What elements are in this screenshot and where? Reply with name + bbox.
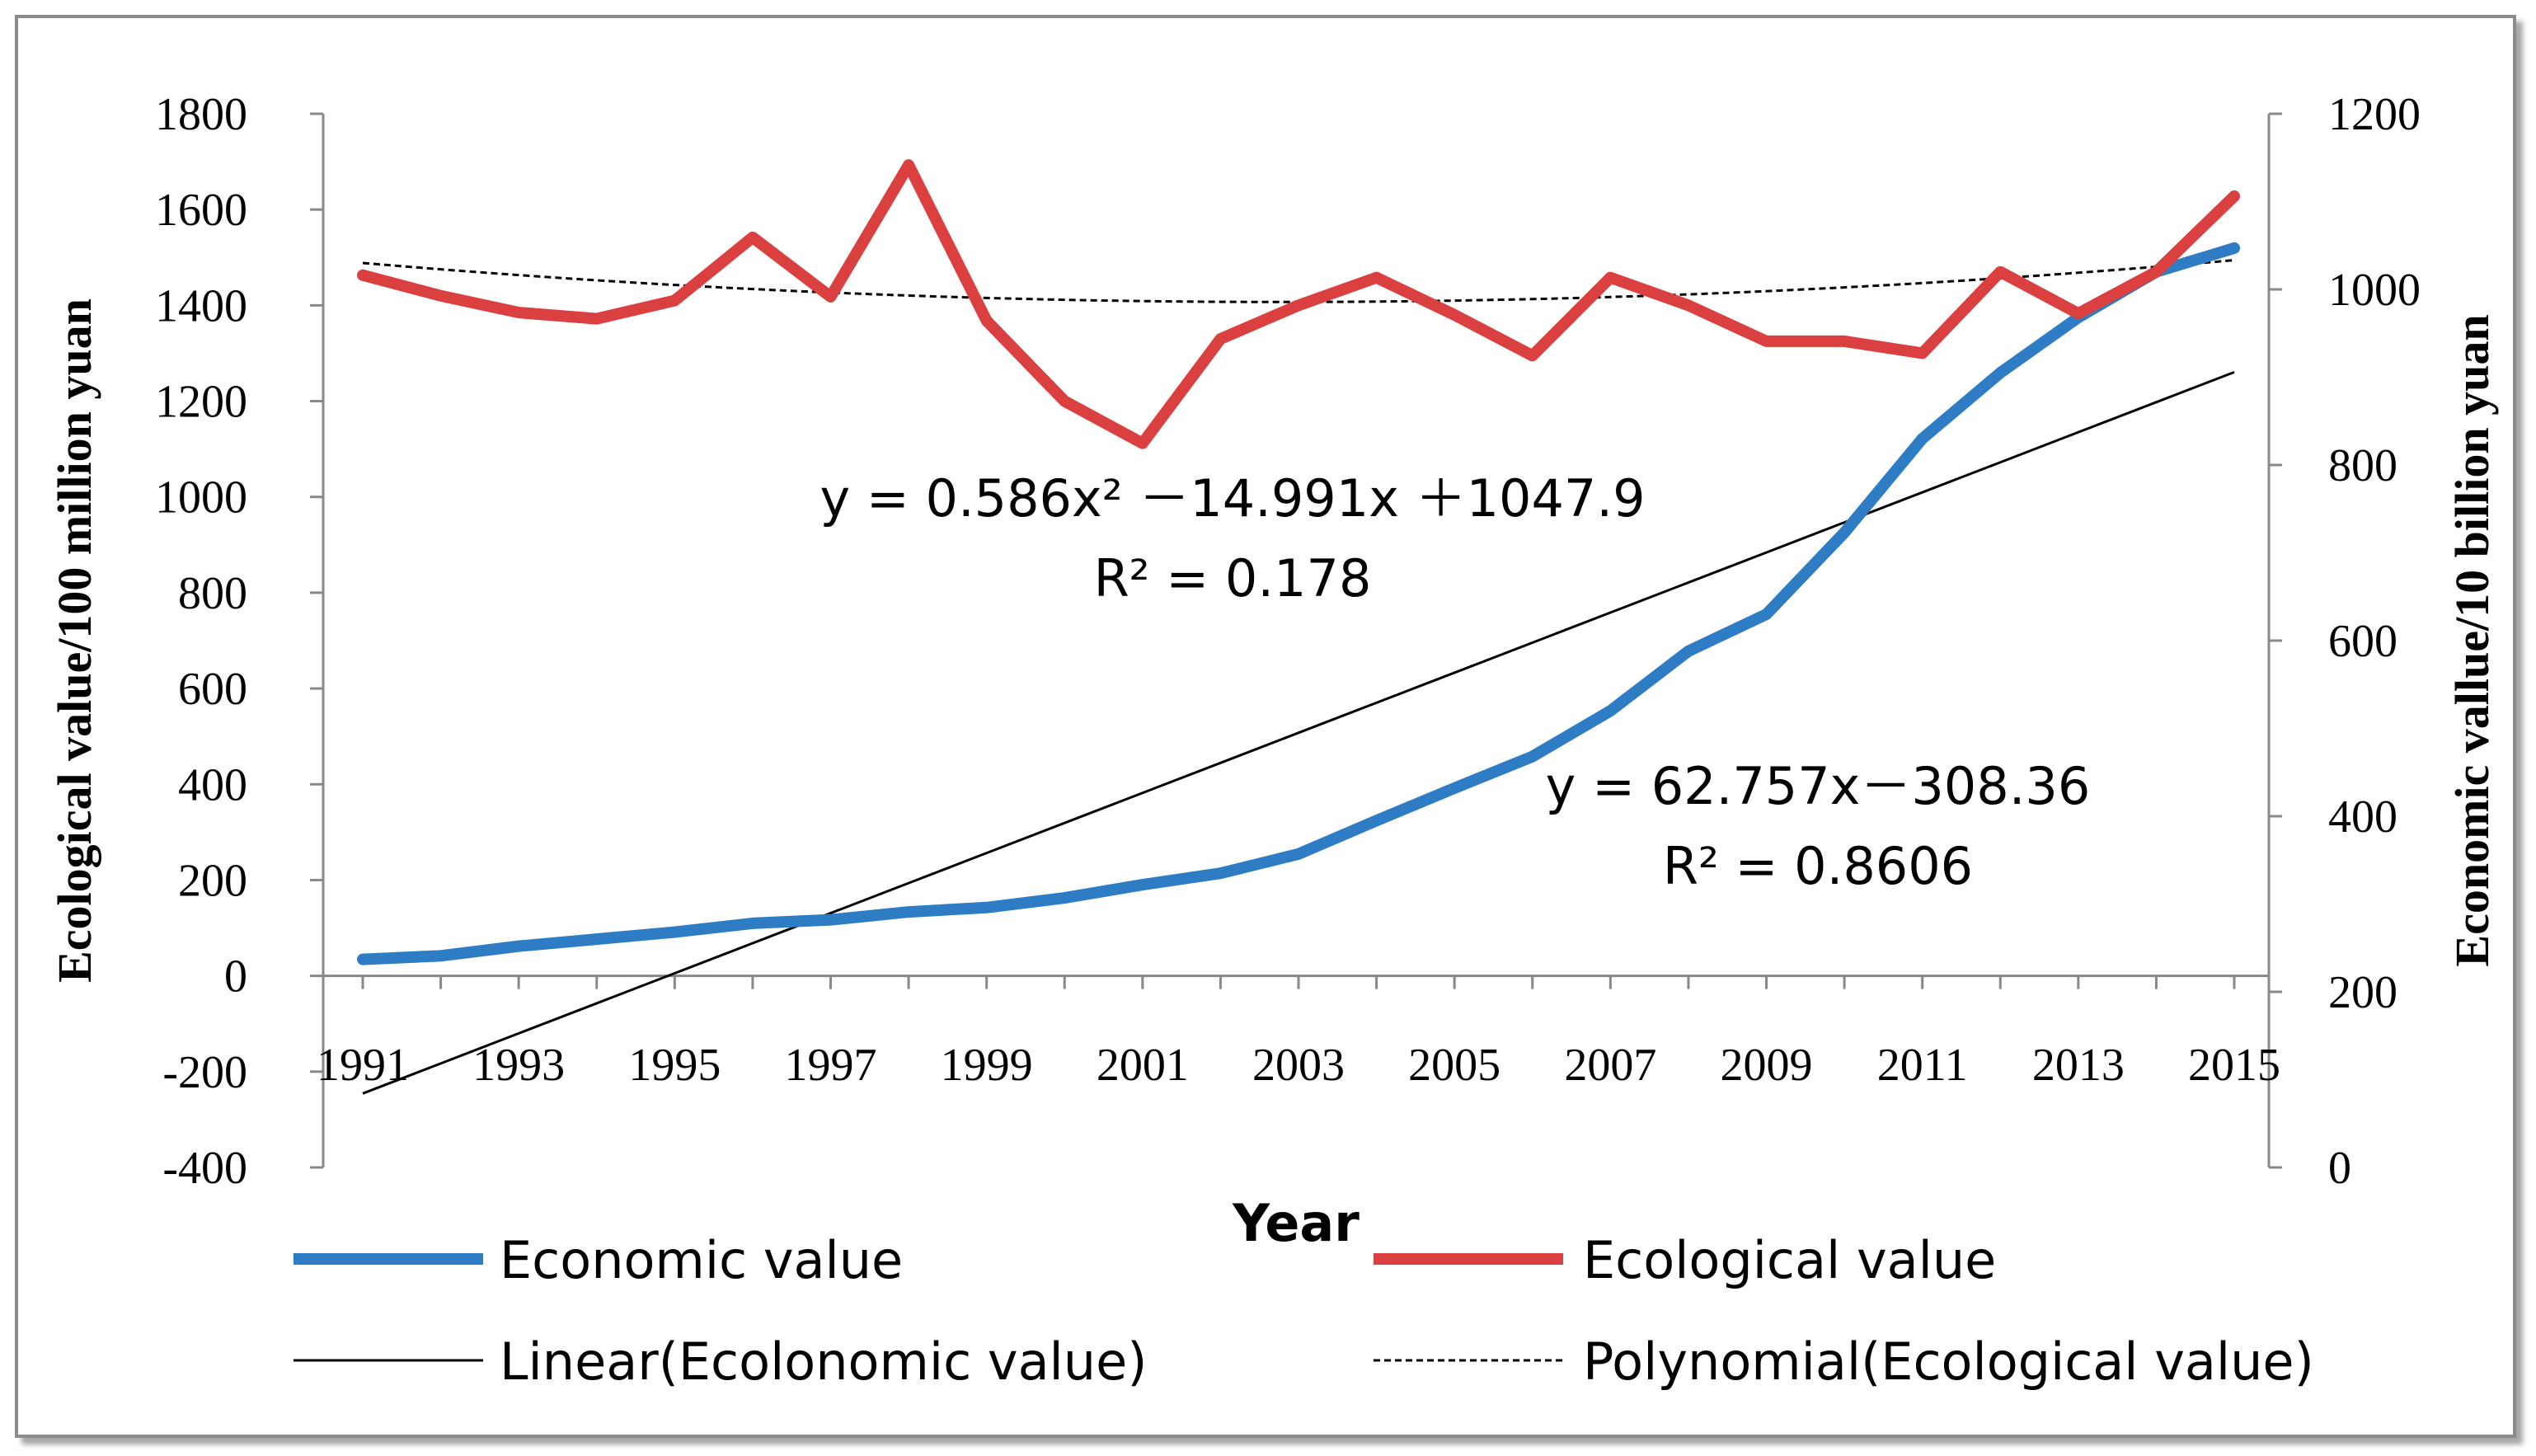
right-tick-label: 200 [2328, 967, 2397, 1018]
ecological-value-line [357, 159, 2240, 449]
x-axis-title: Year [1232, 1193, 1360, 1253]
left-tick-label: -200 [162, 1047, 247, 1098]
x-axis-ticks: 1991 1993 1995 1997 1999 2001 2003 2005 2007 2009… [317, 975, 2280, 1091]
left-tick-label: -400 [162, 1143, 247, 1194]
left-tick-label: 1600 [155, 185, 247, 236]
linear-trendline [362, 370, 2235, 1095]
poly-r2-label: R² = 0.178 [1094, 548, 1372, 608]
polynomial-trendline [362, 259, 2235, 303]
left-tick-label: 600 [178, 664, 247, 715]
legend-label-linear: Linear(Ecolonomic value) [500, 1332, 1147, 1392]
left-tick-label: 1400 [155, 280, 247, 331]
x-tick-label: 2001 [1097, 1040, 1189, 1091]
poly-equation-label: y = 0.586x² －14.991x ＋1047.9 [820, 468, 1645, 528]
x-tick-label: 2013 [2032, 1040, 2125, 1091]
x-tick-label: 1999 [941, 1040, 1033, 1091]
left-tick-label: 1000 [155, 472, 247, 524]
right-tick-label: 600 [2328, 616, 2397, 667]
left-tick-label: 400 [178, 759, 247, 810]
x-tick-label: 2005 [1408, 1040, 1500, 1091]
legend-label-economic: Economic value [500, 1230, 903, 1290]
right-tick-label: 1000 [2328, 265, 2421, 316]
linear-r2-label: R² = 0.8606 [1663, 836, 1973, 896]
x-tick-label: 2007 [1564, 1040, 1656, 1091]
right-axis-ticks: 1200 1000 800 600 400 200 0 [2269, 89, 2421, 1194]
x-tick-label: 1991 [317, 1040, 409, 1091]
x-tick-label: 2009 [1721, 1040, 1813, 1091]
left-tick-label: 0 [224, 951, 247, 1003]
x-tick-label: 1997 [785, 1040, 877, 1091]
left-tick-label: 1200 [155, 377, 247, 428]
right-axis-title: Economic vallue/10 billion yuan [2445, 314, 2499, 966]
legend-label-ecological: Ecological value [1583, 1230, 1996, 1290]
left-axis-ticks: 1800 1600 1400 1200 1000 800 600 400 200 0 -200 -40… [155, 89, 323, 1194]
x-tick-label: 2011 [1877, 1040, 1968, 1091]
x-tick-label: 2015 [2188, 1040, 2280, 1091]
legend-label-polynomial: Polynomial(Ecological value) [1583, 1332, 2314, 1392]
right-tick-label: 800 [2328, 440, 2397, 491]
trendlines [362, 259, 2235, 1095]
right-tick-label: 400 [2328, 791, 2397, 843]
x-tick-label: 2003 [1252, 1040, 1345, 1091]
left-axis-title: Ecological value/100 million yuan [48, 298, 101, 983]
x-tick-label: 1995 [628, 1040, 721, 1091]
data-series [357, 159, 2240, 965]
chart-frame [15, 15, 2516, 1438]
left-tick-label: 800 [178, 568, 247, 619]
x-tick-label: 1993 [472, 1040, 565, 1091]
right-tick-label: 1200 [2328, 89, 2421, 140]
left-tick-label: 200 [178, 855, 247, 906]
legend: Economic value Ecological value Linear(E… [294, 1230, 2314, 1392]
left-tick-label: 1800 [155, 89, 247, 140]
right-tick-label: 0 [2328, 1143, 2351, 1194]
linear-equation-label: y = 62.757x－308.36 [1546, 756, 2091, 816]
